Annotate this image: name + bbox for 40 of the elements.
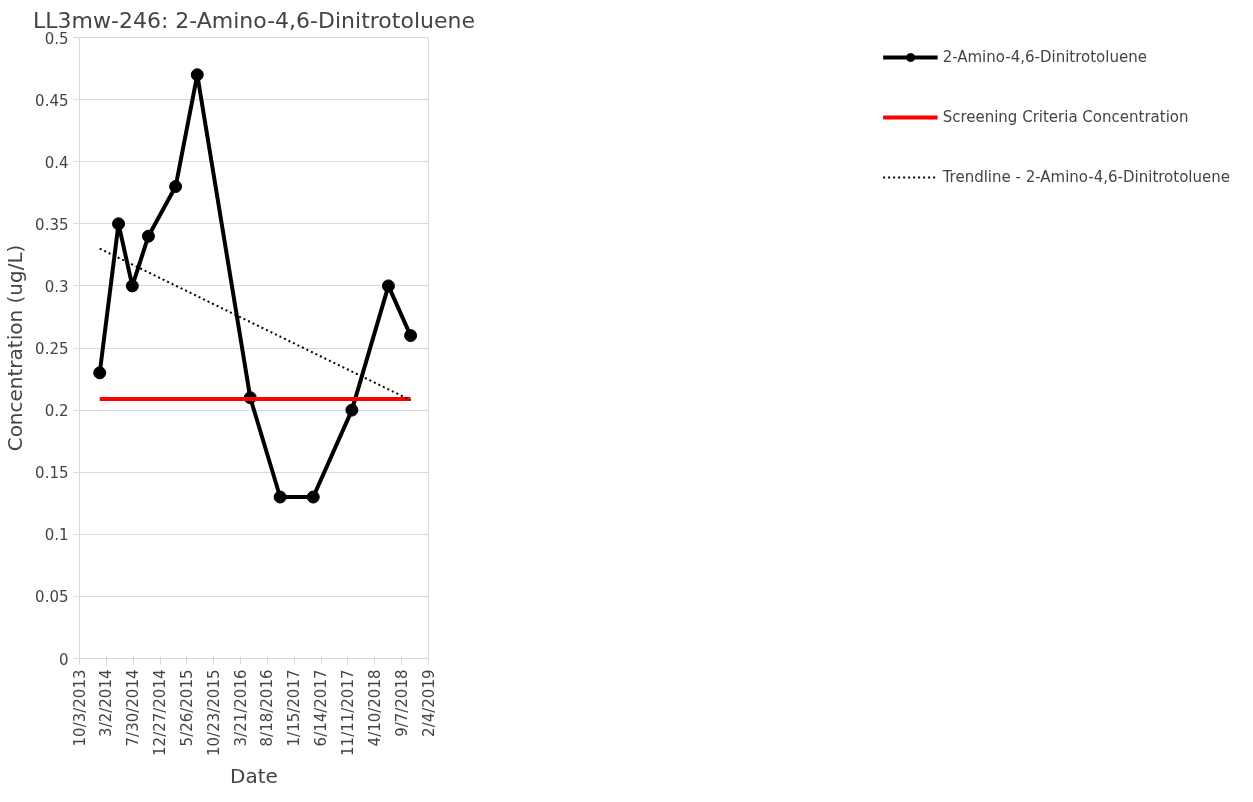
x-tick-label: 9/7/2018 — [392, 669, 411, 737]
y-tick-label: 0.25 — [35, 340, 69, 358]
point — [93, 366, 107, 380]
x-tick-label: 7/30/2014 — [124, 669, 143, 747]
point — [112, 217, 126, 231]
x-tick-label: 3/21/2016 — [231, 669, 250, 747]
y-tick-label: 0.3 — [44, 277, 69, 296]
point — [190, 68, 204, 82]
y-tick-label: 0.05 — [35, 588, 69, 607]
x-tick-label: 4/10/2018 — [365, 669, 384, 747]
x-tick-label: 6/14/2017 — [312, 669, 331, 747]
x-tick-label: 8/18/2016 — [258, 669, 277, 747]
x-tick-label: 5/26/2015 — [177, 669, 196, 747]
y-axis-title: Concentration (ug/L) — [3, 244, 28, 452]
y-tick-label: 0.4 — [44, 153, 69, 172]
y-tick-label: 0 — [58, 650, 69, 669]
y-tick-label: 0.2 — [44, 402, 69, 421]
point — [381, 279, 395, 293]
x-tick-label: 10/23/2015 — [204, 669, 223, 756]
x-tick-label: 3/2/2014 — [97, 669, 116, 737]
legend-label: 2-Amino-4,6-Dinitrotoluene — [942, 48, 1147, 66]
legend-label: Screening Criteria Concentration — [942, 108, 1189, 126]
point — [273, 490, 287, 504]
y-tick-label: 0.1 — [44, 526, 69, 545]
point — [169, 180, 183, 194]
x-tick-label: 1/15/2017 — [285, 669, 304, 747]
x-tick-label: 10/3/2013 — [70, 669, 89, 747]
point — [404, 329, 418, 343]
point — [345, 403, 359, 417]
x-tick-label: 12/27/2014 — [151, 669, 170, 756]
legend-label: Trendline - 2-Amino-4,6-Dinitrotoluene — [942, 168, 1230, 186]
y-tick-label: 0.45 — [35, 91, 69, 110]
point — [141, 229, 155, 243]
x-tick-label: 2/4/2019 — [419, 669, 438, 737]
y-tick-label: 0.35 — [35, 215, 69, 234]
point — [125, 279, 139, 293]
x-axis-title: Date — [230, 763, 278, 788]
point — [306, 490, 320, 504]
y-tick-label: 0.15 — [35, 464, 69, 483]
x-tick-label: 11/11/2017 — [338, 669, 357, 756]
